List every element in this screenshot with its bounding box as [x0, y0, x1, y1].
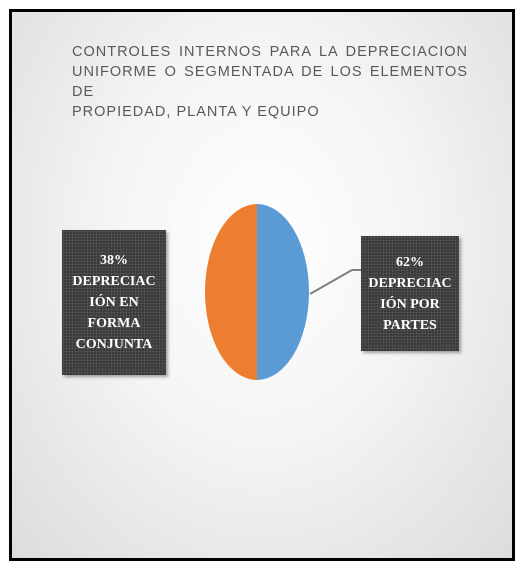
- data-label-percent: 62%: [396, 254, 424, 270]
- pie-slice-partes: [257, 204, 309, 380]
- data-label-line: PARTES: [383, 317, 437, 333]
- data-label-partes: 62% DEPRECIAC IÓN POR PARTES: [361, 236, 459, 351]
- chart-title-line: PROPIEDAD, PLANTA Y EQUIPO: [72, 104, 320, 120]
- chart-title-line: UNIFORME O SEGMENTADA DE LOS ELEMENTOS D…: [72, 64, 468, 100]
- chart-title: CONTROLES INTERNOS PARA LA DEPRECIACION …: [72, 42, 468, 122]
- chart-title-line: CONTROLES INTERNOS PARA LA DEPRECIACION: [72, 44, 468, 60]
- data-label-line: FORMA: [87, 316, 141, 331]
- data-label-line: DEPRECIAC: [72, 274, 156, 289]
- data-label-line: DEPRECIAC: [368, 275, 452, 291]
- data-label-line: IÓN POR: [380, 296, 440, 312]
- data-label-percent: 38%: [100, 253, 128, 268]
- data-label-conjunta: 38% DEPRECIAC IÓN EN FORMA CONJUNTA: [62, 230, 166, 375]
- pie-slice-conjunta: [205, 204, 257, 380]
- data-label-line: CONJUNTA: [75, 337, 153, 352]
- leader-line: [309, 269, 361, 295]
- data-label-line: IÓN EN: [89, 295, 139, 310]
